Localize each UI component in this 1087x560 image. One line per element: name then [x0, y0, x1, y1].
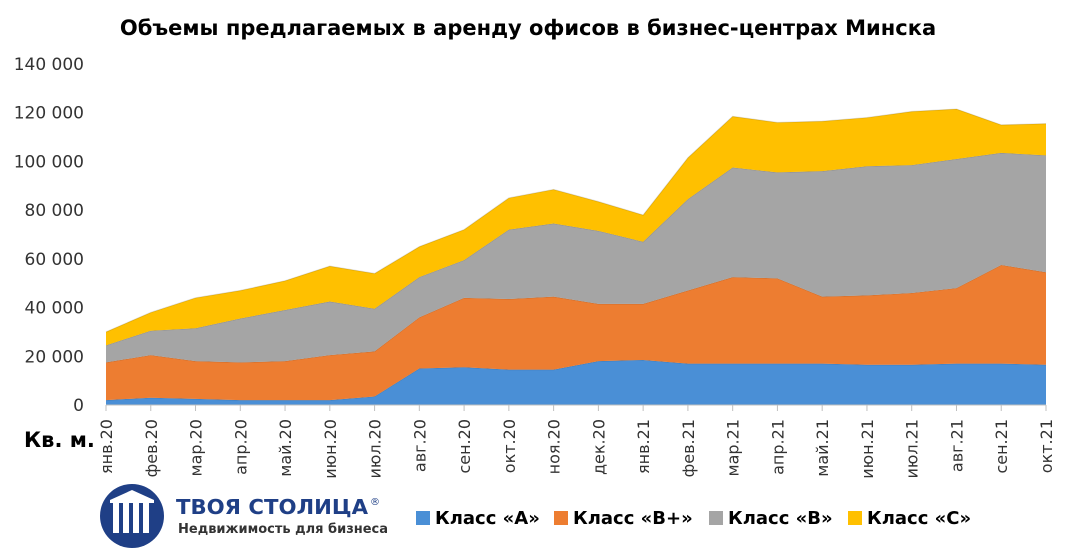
y-tick-label: 120 000: [14, 104, 84, 124]
y-tick-label: 40 000: [25, 299, 84, 319]
legend-entry: Класс «А»: [435, 508, 540, 529]
x-tick-label: ноя.20: [545, 419, 564, 474]
x-tick-label: мар.20: [187, 419, 206, 476]
plot-area: [105, 108, 1047, 405]
x-tick-label: окт.20: [500, 419, 519, 473]
x-tick-label: мар.21: [724, 419, 743, 476]
x-tick-label: фев.21: [679, 419, 698, 477]
legend-swatch: [848, 511, 862, 525]
x-tick-label: янв.21: [634, 419, 653, 474]
area-series-edge: [105, 108, 1047, 333]
x-tick-label: авг.21: [947, 419, 966, 472]
logo-tagline: Недвижимость для бизнеса: [178, 522, 388, 537]
y-tick-label: 140 000: [14, 55, 84, 75]
area-series-3: [106, 152, 1046, 363]
legend-swatch: [709, 511, 723, 525]
x-tick-label: апр.20: [231, 419, 250, 475]
logo: ТВОЯ СТОЛИЦА ® Недвижимость для бизнеса: [100, 484, 388, 548]
y-tick-label: 0: [73, 396, 84, 416]
x-tick-label: авг.20: [410, 419, 429, 472]
legend-swatch: [416, 511, 430, 525]
x-tick-label: сен.20: [455, 419, 474, 474]
x-tick-label: дек.20: [589, 419, 608, 475]
y-tick-label: 80 000: [25, 201, 84, 221]
y-tick-label: 20 000: [25, 347, 84, 367]
legend-entry: Класс «С»: [867, 508, 971, 529]
y-axis: 0 20 000 40 000 60 000 80 000 100 000 120 000 1…: [14, 55, 84, 416]
y-tick-label: 100 000: [14, 152, 84, 172]
area-series-4: [106, 109, 1046, 346]
x-axis: янв.20 фев.20 мар.20 апр.20 май.20 июн.20 июл.…: [97, 404, 1056, 479]
x-tick-label: май.20: [276, 419, 295, 477]
legend-swatch: [554, 511, 568, 525]
x-tick-label: апр.21: [768, 419, 787, 475]
x-tick-label: фев.20: [142, 419, 161, 477]
legend-entry: Класс «В+»: [573, 508, 693, 529]
area-series-1: [106, 359, 1046, 405]
x-tick-label: окт.21: [1037, 419, 1056, 473]
logo-name: ТВОЯ СТОЛИЦА: [176, 495, 369, 519]
legend-entry: Класс «В»: [728, 508, 833, 529]
logo-registered-mark: ®: [370, 497, 380, 508]
unit-label: Кв. м.: [24, 428, 95, 452]
x-tick-label: июл.21: [903, 419, 922, 479]
chart-title: Объемы предлагаемых в аренду офисов в би…: [120, 16, 936, 40]
x-tick-label: июл.20: [366, 419, 385, 479]
building-icon: [110, 490, 154, 533]
legend: Класс «А» Класс «В+» Класс «В» Класс «С»: [416, 508, 971, 529]
x-tick-label: янв.20: [97, 419, 116, 474]
y-tick-label: 60 000: [25, 250, 84, 270]
x-tick-label: июн.20: [321, 419, 340, 479]
x-tick-label: сен.21: [992, 419, 1011, 474]
x-tick-label: июн.21: [858, 419, 877, 479]
area-series-2: [106, 264, 1046, 401]
x-tick-label: май.21: [813, 419, 832, 477]
